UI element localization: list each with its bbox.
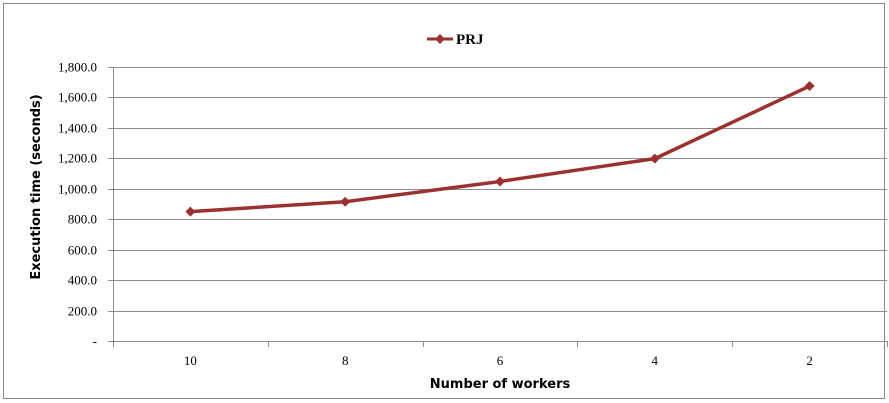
- axes: [108, 67, 888, 347]
- x-axis-title: Number of workers: [430, 377, 571, 392]
- y-tick-label: 1,400.0: [58, 121, 97, 136]
- x-tick-labels: 10 8 6 4 2: [184, 353, 813, 368]
- y-tick-label: 1,800.0: [58, 60, 97, 75]
- data-point-marker: [649, 153, 660, 164]
- y-tick-label: 400.0: [68, 273, 97, 288]
- data-point-marker: [495, 176, 505, 187]
- data-point-marker: [804, 81, 815, 92]
- series-line-prj: [190, 84, 811, 214]
- data-point-marker: [185, 206, 196, 217]
- series-layer: [185, 81, 815, 217]
- y-axis-title: Execution time (seconds): [29, 94, 44, 279]
- x-tick-label: 10: [184, 353, 197, 368]
- x-tick-label: 4: [652, 353, 659, 368]
- y-tick-label: 1,000.0: [58, 182, 97, 197]
- x-tick-label: 8: [342, 353, 349, 368]
- y-tick-label: 1,600.0: [58, 90, 97, 105]
- y-tick-label: 800.0: [68, 212, 97, 227]
- y-tick-label: 200.0: [68, 304, 97, 319]
- data-point-marker: [340, 196, 351, 207]
- gridlines: [113, 67, 887, 312]
- legend-label-prj: PRJ: [456, 32, 484, 48]
- x-tick-label: 2: [806, 353, 813, 368]
- y-tick-label: -: [93, 334, 97, 349]
- legend: PRJ: [427, 32, 484, 48]
- y-tick-label: 1,200.0: [58, 151, 97, 166]
- y-tick-label: 600.0: [68, 243, 97, 258]
- legend-swatch-marker: [435, 34, 445, 44]
- chart-frame: [3, 3, 885, 399]
- x-tick-label: 6: [497, 353, 504, 368]
- y-tick-labels: - 200.0 400.0 600.0 800.0 1,000.0 1,200.0 1,400…: [58, 60, 97, 349]
